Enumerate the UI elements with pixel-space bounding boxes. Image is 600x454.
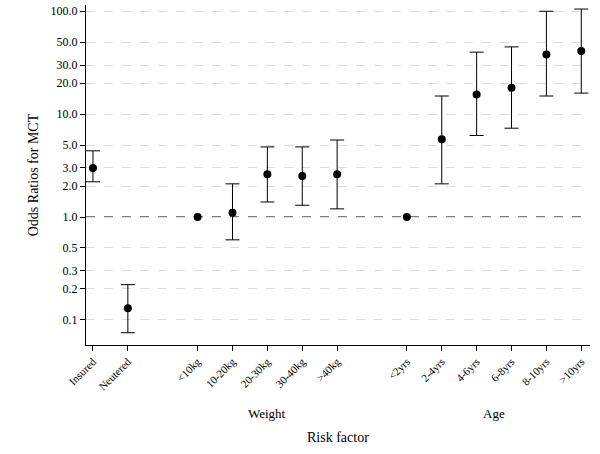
svg-text:5.0: 5.0 [63,138,78,152]
svg-text:Weight: Weight [248,406,286,421]
svg-text:10-20kg: 10-20kg [203,355,238,390]
svg-text:6-8yrs: 6-8yrs [488,356,516,384]
svg-text:<2yrs: <2yrs [386,356,412,382]
svg-text:0.2: 0.2 [63,282,78,296]
svg-text:>40kg: >40kg [314,355,343,384]
svg-text:Risk factor: Risk factor [307,430,369,445]
svg-text:20.0: 20.0 [57,76,78,90]
svg-text:>10yrs: >10yrs [556,356,586,386]
svg-text:2.0: 2.0 [63,179,78,193]
svg-text:4-6yrs: 4-6yrs [454,356,482,384]
svg-text:Odds Ratios for MCT: Odds Ratios for MCT [26,113,41,236]
svg-text:0.1: 0.1 [63,313,78,327]
svg-text:30.0: 30.0 [57,58,78,72]
svg-text:Insured: Insured [66,355,98,387]
svg-text:20-30kg: 20-30kg [238,355,273,390]
svg-text:30-40kg: 30-40kg [273,355,308,390]
svg-text:100.0: 100.0 [51,4,78,18]
svg-text:<10kg: <10kg [174,355,203,384]
svg-text:3.0: 3.0 [63,161,78,175]
svg-text:0.3: 0.3 [63,264,78,278]
svg-text:0.5: 0.5 [63,241,78,255]
svg-text:50.0: 50.0 [57,35,78,49]
svg-text:10.0: 10.0 [57,107,78,121]
svg-text:1.0: 1.0 [63,210,78,224]
svg-text:Neutered: Neutered [96,355,133,392]
svg-text:8-10yrs: 8-10yrs [519,356,551,388]
svg-text:2-4yrs: 2-4yrs [419,356,447,384]
svg-text:Age: Age [483,406,505,421]
